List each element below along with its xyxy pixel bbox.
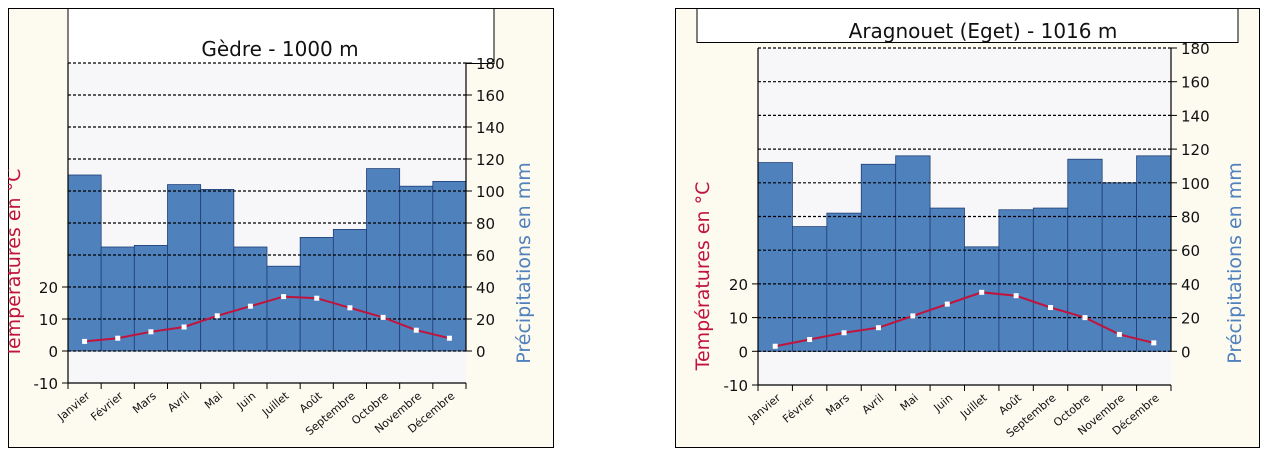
- precip-bar: [929, 207, 965, 352]
- temperature-marker: [214, 313, 220, 319]
- right-tick-label: 40: [476, 279, 495, 297]
- y-right-label: Précipitations en mm: [513, 162, 535, 364]
- left-tick-label: 0: [738, 343, 748, 361]
- precip-bar: [432, 180, 467, 352]
- precip-bar: [67, 174, 102, 352]
- temperature-marker: [347, 305, 353, 311]
- left-tick-label: 10: [39, 311, 58, 329]
- precip-bar: [792, 226, 828, 352]
- right-tick-label: 120: [476, 151, 505, 169]
- temperature-marker: [247, 303, 253, 309]
- precip-bar: [100, 246, 135, 352]
- right-tick-label: 100: [476, 183, 505, 201]
- right-tick-label: 40: [1181, 276, 1200, 294]
- left-tick-label: 20: [729, 276, 748, 294]
- right-tick-label: 180: [1181, 40, 1210, 58]
- precip-bar: [1101, 182, 1137, 352]
- y-left-label: Températures en °C: [692, 182, 714, 372]
- temperature-marker: [841, 330, 847, 336]
- temperature-marker: [1013, 293, 1019, 299]
- temperature-marker: [979, 289, 985, 295]
- title-box: [67, 8, 495, 64]
- right-tick-label: 140: [1181, 107, 1210, 125]
- y-right-label: Précipitations en mm: [1224, 162, 1246, 364]
- temperature-marker: [772, 343, 778, 349]
- temperature-marker: [82, 338, 88, 344]
- left-tick-label: 10: [729, 310, 748, 328]
- temperature-marker: [1082, 315, 1088, 321]
- temperature-line: [775, 291, 1155, 348]
- right-tick-label: 0: [476, 343, 486, 361]
- temperature-marker: [807, 337, 813, 343]
- temperature-marker: [1116, 331, 1122, 337]
- chart-svg-aragnouet: Aragnouet (Eget) - 1016 m020406080100120…: [675, 8, 1260, 448]
- precip-bar: [1136, 155, 1172, 352]
- left-tick-label: 0: [48, 343, 58, 361]
- precip-bar: [895, 155, 931, 352]
- right-tick-label: 60: [476, 247, 495, 265]
- right-tick-label: 140: [476, 119, 505, 137]
- temperature-marker: [380, 314, 386, 320]
- precip-bar: [1067, 158, 1103, 352]
- temperature-marker: [944, 301, 950, 307]
- temperature-marker: [148, 329, 154, 335]
- temperature-marker: [281, 294, 287, 300]
- title-box: [696, 8, 1239, 43]
- left-tick-label: 20: [39, 279, 58, 297]
- precip-bar: [266, 265, 301, 352]
- precip-bar: [366, 168, 401, 352]
- precip-bar: [233, 246, 268, 352]
- temperature-marker: [910, 313, 916, 319]
- precip-bar: [133, 244, 168, 352]
- precip-bar: [964, 246, 1000, 352]
- temperature-marker: [446, 335, 452, 341]
- right-tick-label: 160: [1181, 74, 1210, 92]
- left-tick-label: -10: [34, 375, 59, 393]
- right-tick-label: 60: [1181, 242, 1200, 260]
- temperature-marker: [413, 327, 419, 333]
- right-tick-label: 20: [476, 311, 495, 329]
- right-tick-label: 80: [1181, 209, 1200, 227]
- precip-bar: [299, 236, 334, 352]
- temperature-marker: [1048, 304, 1054, 310]
- right-tick-label: 80: [476, 215, 495, 233]
- temperature-marker: [875, 325, 881, 331]
- climate-chart-gedre: Gèdre - 1000 m 0 20 40 60 80 100 120 140 160 180 -1…: [3, 8, 554, 448]
- chart-title: Gèdre - 1000 m: [201, 37, 358, 61]
- precip-bar: [757, 162, 793, 352]
- left-tick-label: -10: [724, 377, 749, 395]
- chart-title: Aragnouet (Eget) - 1016 m: [849, 19, 1118, 43]
- temperature-marker: [115, 335, 121, 341]
- precip-bar: [332, 228, 367, 352]
- chart-svg-gedre: Gèdre - 1000 m020406080100120140160180-1…: [3, 8, 554, 448]
- precip-bar: [200, 188, 235, 352]
- precip-bar: [1032, 207, 1069, 352]
- right-tick-label: 120: [1181, 141, 1210, 159]
- precip-bar: [998, 209, 1034, 352]
- temperature-line: [84, 295, 450, 343]
- y-left-label: Températures en °C: [8, 169, 25, 359]
- right-tick-label: 100: [1181, 175, 1210, 193]
- right-tick-label: 180: [476, 55, 505, 73]
- temperature-marker: [181, 324, 187, 330]
- right-tick-label: 0: [1181, 343, 1191, 361]
- temperature-marker: [314, 295, 320, 301]
- precip-bar: [399, 185, 434, 352]
- temperature-marker: [1151, 340, 1157, 346]
- right-tick-label: 20: [1181, 310, 1200, 328]
- right-tick-label: 160: [476, 87, 505, 105]
- climate-chart-aragnouet: Aragnouet (Eget) - 1016 m 0 20 40 60 80 100 120…: [675, 8, 1260, 448]
- precip-bar: [826, 212, 862, 352]
